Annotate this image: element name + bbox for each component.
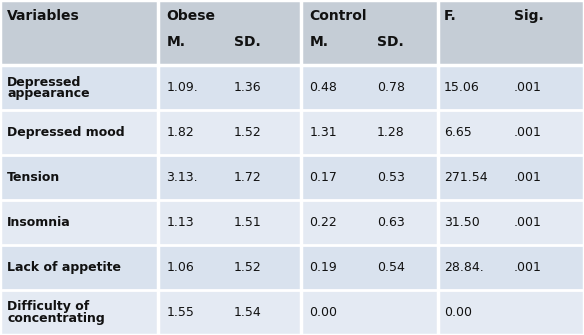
Text: 1.54: 1.54 xyxy=(234,306,262,319)
Bar xyxy=(0,200,584,245)
Text: 0.00: 0.00 xyxy=(444,306,472,319)
Text: .001: .001 xyxy=(514,216,542,229)
Text: M.: M. xyxy=(166,35,186,49)
Text: 1.13: 1.13 xyxy=(166,216,194,229)
Text: Depressed: Depressed xyxy=(7,76,81,89)
Text: 0.22: 0.22 xyxy=(310,216,338,229)
Text: 15.06: 15.06 xyxy=(444,81,479,94)
Text: Sig.: Sig. xyxy=(514,9,544,23)
Text: 1.52: 1.52 xyxy=(234,126,262,139)
Text: 0.19: 0.19 xyxy=(310,261,338,274)
Text: .001: .001 xyxy=(514,261,542,274)
Text: M.: M. xyxy=(310,35,329,49)
Text: 28.84.: 28.84. xyxy=(444,261,484,274)
Text: 0.63: 0.63 xyxy=(377,216,405,229)
Text: 0.17: 0.17 xyxy=(310,171,338,184)
Text: concentrating: concentrating xyxy=(7,312,105,325)
Text: 31.50: 31.50 xyxy=(444,216,479,229)
Text: Difficulty of: Difficulty of xyxy=(7,300,89,314)
Text: 0.00: 0.00 xyxy=(310,306,338,319)
Text: 1.06: 1.06 xyxy=(166,261,194,274)
Bar xyxy=(0,65,584,110)
Text: 1.36: 1.36 xyxy=(234,81,261,94)
Bar xyxy=(0,245,584,290)
Text: F.: F. xyxy=(444,9,457,23)
Text: 0.53: 0.53 xyxy=(377,171,405,184)
Text: Control: Control xyxy=(310,9,367,23)
Text: Obese: Obese xyxy=(166,9,215,23)
Text: 1.52: 1.52 xyxy=(234,261,262,274)
Text: .001: .001 xyxy=(514,81,542,94)
Text: 1.09.: 1.09. xyxy=(166,81,198,94)
Text: Variables: Variables xyxy=(7,9,80,23)
Bar xyxy=(0,110,584,155)
Text: 1.72: 1.72 xyxy=(234,171,262,184)
Bar xyxy=(0,0,584,65)
Text: 1.55: 1.55 xyxy=(166,306,194,319)
Text: SD.: SD. xyxy=(234,35,260,49)
Bar xyxy=(0,155,584,200)
Text: 6.65: 6.65 xyxy=(444,126,472,139)
Text: 0.54: 0.54 xyxy=(377,261,405,274)
Text: 1.28: 1.28 xyxy=(377,126,405,139)
Text: 1.31: 1.31 xyxy=(310,126,337,139)
Text: SD.: SD. xyxy=(377,35,404,49)
Text: .001: .001 xyxy=(514,171,542,184)
Text: 1.51: 1.51 xyxy=(234,216,262,229)
Text: Tension: Tension xyxy=(7,171,60,184)
Text: Insomnia: Insomnia xyxy=(7,216,71,229)
Text: 271.54: 271.54 xyxy=(444,171,488,184)
Text: appearance: appearance xyxy=(7,87,89,100)
Bar xyxy=(0,290,584,335)
Text: Depressed mood: Depressed mood xyxy=(7,126,124,139)
Text: 0.78: 0.78 xyxy=(377,81,405,94)
Text: 3.13.: 3.13. xyxy=(166,171,198,184)
Text: 0.48: 0.48 xyxy=(310,81,338,94)
Text: .001: .001 xyxy=(514,126,542,139)
Text: 1.82: 1.82 xyxy=(166,126,194,139)
Text: Lack of appetite: Lack of appetite xyxy=(7,261,121,274)
